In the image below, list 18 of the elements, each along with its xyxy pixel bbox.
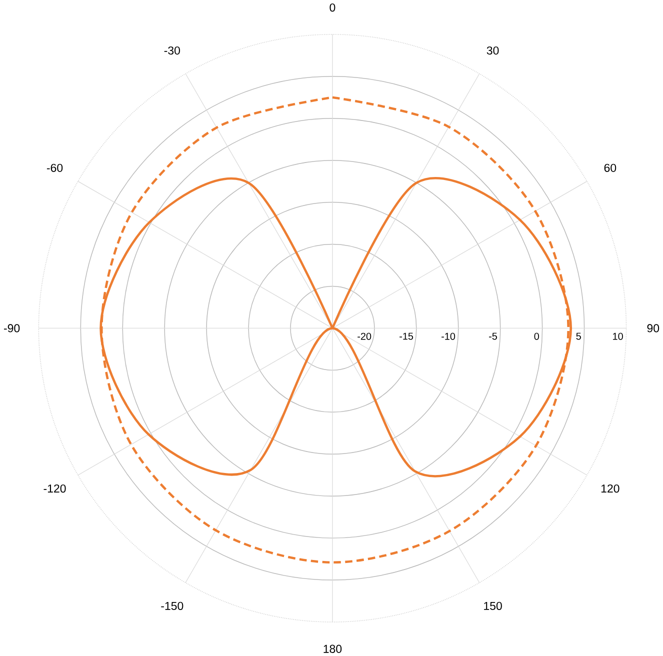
spoke-label: 150 <box>484 602 502 610</box>
y-tick-label: -5 <box>489 332 498 340</box>
spoke-label: -60 <box>46 164 63 172</box>
y-tick-label: -20 <box>358 332 372 340</box>
spoke-label: 0 <box>330 3 336 12</box>
spoke-label: 120 <box>601 484 620 492</box>
spoke-label: -120 <box>44 484 66 492</box>
spoke-label: -90 <box>4 324 20 332</box>
y-tick-label: 10 <box>613 332 623 340</box>
spoke-label: -150 <box>161 602 184 610</box>
spoke-label: 30 <box>486 46 499 54</box>
spoke-label: 60 <box>604 164 616 172</box>
y-tick-label: 5 <box>576 332 581 340</box>
y-tick-label: -15 <box>400 332 414 340</box>
y-tick-label: -10 <box>442 332 456 340</box>
spoke-label: 180 <box>324 644 342 653</box>
spoke-label: -30 <box>164 46 180 54</box>
spoke-label: 90 <box>647 324 660 332</box>
